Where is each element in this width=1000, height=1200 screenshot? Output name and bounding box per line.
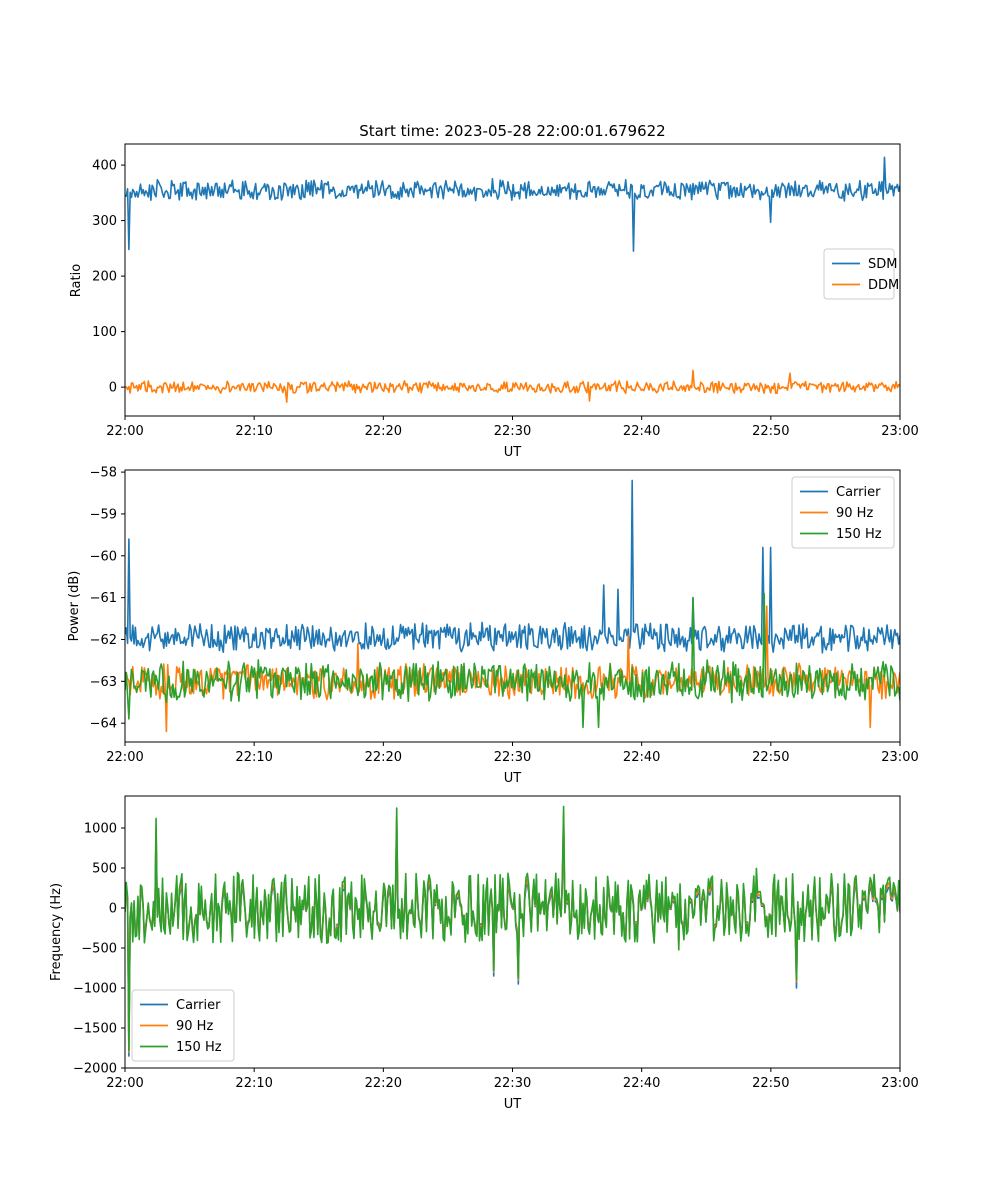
ratio-y-axis-label: Ratio: [69, 264, 84, 297]
legend-box: [823, 248, 895, 300]
legend-label: 150 Hz: [836, 527, 882, 542]
frequency-x-axis-label: UT: [504, 1097, 522, 1112]
power-x-axis-label: UT: [504, 771, 522, 786]
x-tick-label: 23:00: [881, 1076, 918, 1091]
x-tick-label: 22:20: [365, 424, 402, 439]
y-tick-label: −59: [90, 507, 117, 522]
y-tick-label: −500: [81, 942, 117, 957]
power-panel: UT Power (dB) 22:00 22:10 22:20 22:30 22:40 2…: [67, 466, 919, 786]
series-line-carrier: [125, 479, 900, 654]
ratio-x-axis-label: UT: [504, 445, 522, 460]
series-line-sdm: [125, 156, 900, 252]
y-tick-label: −2000: [73, 1062, 117, 1077]
x-tick-label: 22:00: [106, 424, 143, 439]
x-tick-label: 23:00: [881, 424, 918, 439]
y-tick-label: −1500: [73, 1022, 117, 1037]
y-tick-label: 400: [92, 159, 117, 174]
frequency-panel: UT Frequency (Hz) 22:00 22:10 22:20 22:30 22…: [49, 795, 919, 1112]
series-line-ddm: [125, 369, 900, 403]
x-tick-label: 22:30: [494, 750, 531, 765]
y-tick-label: 100: [92, 325, 117, 340]
x-tick-label: 22:50: [752, 750, 789, 765]
y-tick-label: 300: [92, 214, 117, 229]
y-tick-label: −61: [90, 591, 117, 606]
x-tick-label: 22:40: [623, 750, 660, 765]
legend-label: 150 Hz: [176, 1040, 222, 1055]
legend-label: 90 Hz: [836, 506, 873, 521]
y-tick-label: 200: [92, 270, 117, 285]
y-tick-label: −63: [90, 675, 117, 690]
x-tick-label: 22:30: [494, 1076, 531, 1091]
series-line-150-hz: [125, 805, 900, 1052]
x-tick-label: 22:00: [106, 750, 143, 765]
y-tick-label: 0: [109, 902, 117, 917]
x-tick-label: 22:10: [235, 1076, 272, 1091]
plot-area-2: 22:00 22:10 22:20 22:30 22:40 22:50 23:00 −2000…: [73, 795, 919, 1091]
y-tick-label: 0: [109, 381, 117, 396]
y-tick-label: −58: [90, 466, 117, 481]
legend: SDM DDM: [823, 248, 899, 300]
legend-label: SDM: [868, 257, 897, 272]
x-tick-label: 22:00: [106, 1076, 143, 1091]
legend-label: DDM: [868, 278, 899, 293]
legend-box: [791, 476, 895, 549]
x-tick-label: 22:50: [752, 1076, 789, 1091]
plot-area-1: 22:00 22:10 22:20 22:30 22:40 22:50 23:00 −64 −6…: [90, 466, 919, 765]
legend-label: Carrier: [836, 485, 881, 500]
x-tick-label: 22:40: [623, 424, 660, 439]
x-tick-label: 22:20: [365, 750, 402, 765]
x-tick-label: 22:50: [752, 424, 789, 439]
series-line-150-hz: [125, 592, 900, 729]
legend-label: 90 Hz: [176, 1019, 213, 1034]
y-tick-label: 500: [92, 862, 117, 877]
x-tick-label: 23:00: [881, 750, 918, 765]
x-tick-label: 22:30: [494, 424, 531, 439]
plot-area-0: 22:00 22:10 22:20 22:30 22:40 22:50 23:00 0 100 2…: [92, 143, 919, 439]
y-tick-label: −1000: [73, 982, 117, 997]
ratio-panel: UT Ratio 22:00 22:10 22:20 22:30 22:40 22:50 2…: [69, 143, 919, 460]
x-tick-label: 22:20: [365, 1076, 402, 1091]
x-tick-label: 22:10: [235, 750, 272, 765]
y-tick-label: −64: [90, 717, 117, 732]
frequency-y-axis-label: Frequency (Hz): [49, 883, 64, 981]
x-tick-label: 22:40: [623, 1076, 660, 1091]
power-y-axis-label: Power (dB): [67, 571, 82, 642]
y-tick-label: 1000: [84, 822, 117, 837]
x-tick-label: 22:10: [235, 424, 272, 439]
y-tick-label: −62: [90, 633, 117, 648]
legend-box: [131, 989, 235, 1062]
y-tick-label: −60: [90, 549, 117, 564]
legend-label: Carrier: [176, 998, 221, 1013]
figure-title: Start time: 2023-05-28 22:00:01.679622: [359, 122, 665, 140]
legend: Carrier 90 Hz 150 Hz: [791, 476, 895, 549]
legend: Carrier 90 Hz 150 Hz: [131, 989, 235, 1062]
